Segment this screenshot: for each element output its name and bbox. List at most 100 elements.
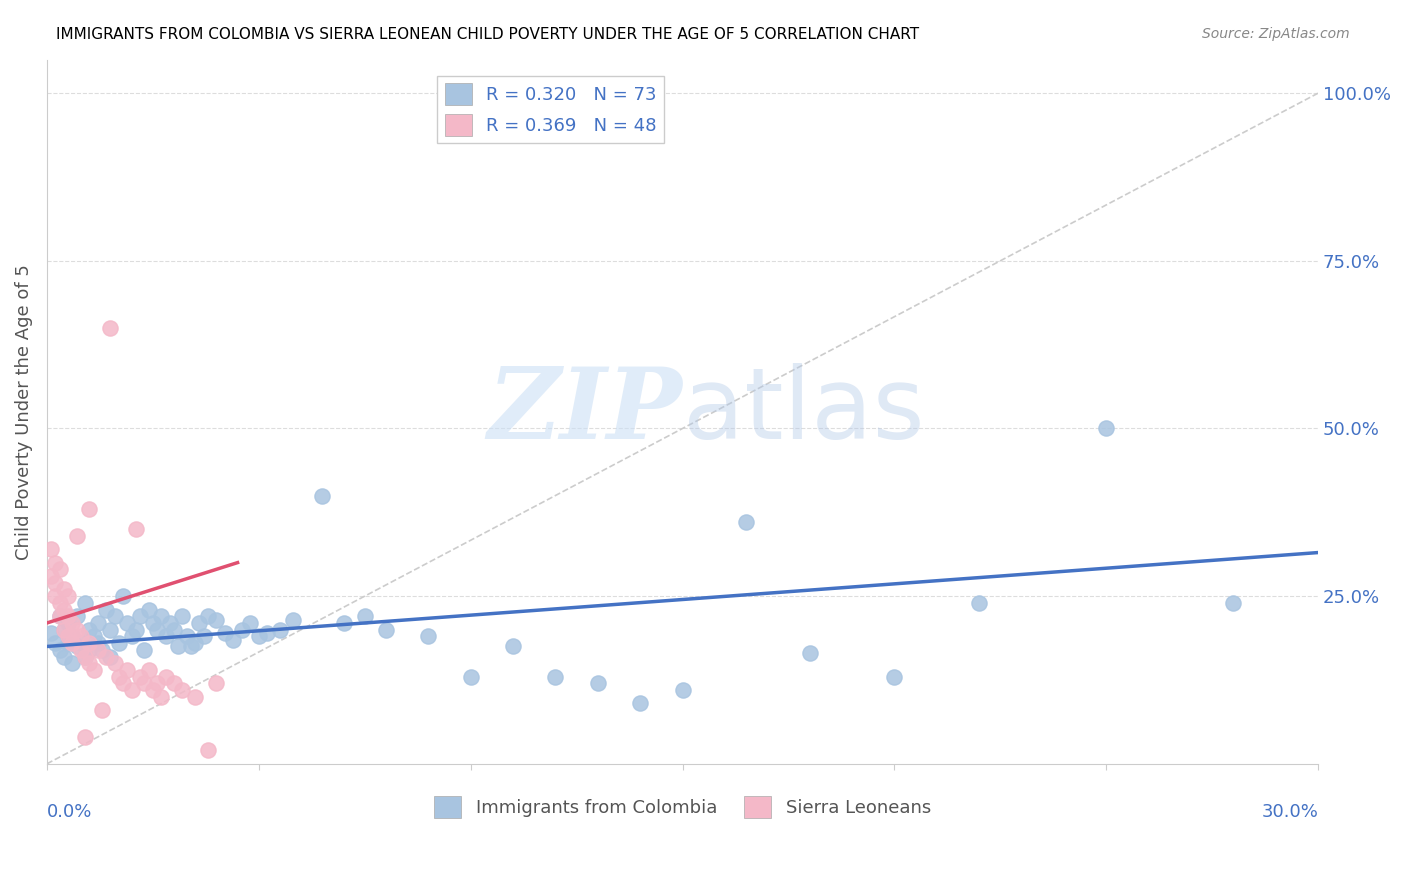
Point <box>73 649 96 664</box>
Point <box>269 623 291 637</box>
Point <box>1222 596 1244 610</box>
Point <box>112 589 135 603</box>
Point <box>502 640 524 654</box>
Point <box>281 613 304 627</box>
Text: 0.0%: 0.0% <box>46 803 93 821</box>
Point <box>100 623 122 637</box>
Point <box>138 663 160 677</box>
Point <box>52 602 75 616</box>
Point <box>69 642 91 657</box>
Point <box>142 683 165 698</box>
Point <box>39 626 62 640</box>
Point <box>311 489 333 503</box>
Point <box>87 642 110 657</box>
Point <box>163 676 186 690</box>
Point <box>628 697 651 711</box>
Point <box>184 636 207 650</box>
Point <box>65 609 87 624</box>
Point <box>60 657 83 671</box>
Point <box>125 522 148 536</box>
Point <box>155 629 177 643</box>
Point <box>125 623 148 637</box>
Point <box>83 629 105 643</box>
Point <box>883 670 905 684</box>
Point <box>60 615 83 630</box>
Point <box>77 623 100 637</box>
Point <box>184 690 207 704</box>
Point <box>112 676 135 690</box>
Point <box>418 629 440 643</box>
Point <box>65 529 87 543</box>
Point <box>799 646 821 660</box>
Point <box>104 657 127 671</box>
Point <box>100 649 122 664</box>
Point <box>129 670 152 684</box>
Point <box>544 670 567 684</box>
Point <box>56 615 79 630</box>
Point <box>44 575 66 590</box>
Point <box>353 609 375 624</box>
Point <box>247 629 270 643</box>
Point <box>69 629 91 643</box>
Point <box>167 640 190 654</box>
Point <box>222 632 245 647</box>
Point <box>52 623 75 637</box>
Point <box>87 636 110 650</box>
Text: 30.0%: 30.0% <box>1261 803 1319 821</box>
Point <box>96 649 118 664</box>
Point <box>176 629 198 643</box>
Point <box>214 626 236 640</box>
Point <box>967 596 990 610</box>
Point <box>460 670 482 684</box>
Point <box>121 629 143 643</box>
Point <box>108 636 131 650</box>
Point <box>60 636 83 650</box>
Point <box>52 623 75 637</box>
Point <box>65 623 87 637</box>
Y-axis label: Child Poverty Under the Age of 5: Child Poverty Under the Age of 5 <box>15 264 32 559</box>
Point <box>60 629 83 643</box>
Point <box>52 582 75 597</box>
Point <box>256 626 278 640</box>
Point <box>205 613 228 627</box>
Text: ZIP: ZIP <box>488 363 682 460</box>
Point <box>48 609 70 624</box>
Point <box>134 676 156 690</box>
Point <box>142 615 165 630</box>
Point <box>180 640 202 654</box>
Point <box>73 730 96 744</box>
Point <box>231 623 253 637</box>
Point <box>48 562 70 576</box>
Point <box>108 670 131 684</box>
Point <box>100 321 122 335</box>
Point <box>52 649 75 664</box>
Point <box>56 609 79 624</box>
Point <box>163 623 186 637</box>
Point <box>73 596 96 610</box>
Point <box>91 642 114 657</box>
Point <box>77 657 100 671</box>
Text: Source: ZipAtlas.com: Source: ZipAtlas.com <box>1202 27 1350 41</box>
Text: atlas: atlas <box>682 363 924 460</box>
Point <box>117 615 139 630</box>
Point <box>87 615 110 630</box>
Point <box>146 676 169 690</box>
Point <box>65 640 87 654</box>
Point <box>197 743 219 757</box>
Point <box>96 602 118 616</box>
Point <box>48 596 70 610</box>
Point <box>121 683 143 698</box>
Point <box>69 636 91 650</box>
Point <box>172 609 194 624</box>
Point <box>188 615 211 630</box>
Point <box>239 615 262 630</box>
Point <box>48 642 70 657</box>
Point <box>77 502 100 516</box>
Point <box>77 636 100 650</box>
Point <box>193 629 215 643</box>
Point <box>735 516 758 530</box>
Point <box>586 676 609 690</box>
Point <box>671 683 693 698</box>
Point <box>39 542 62 557</box>
Point <box>117 663 139 677</box>
